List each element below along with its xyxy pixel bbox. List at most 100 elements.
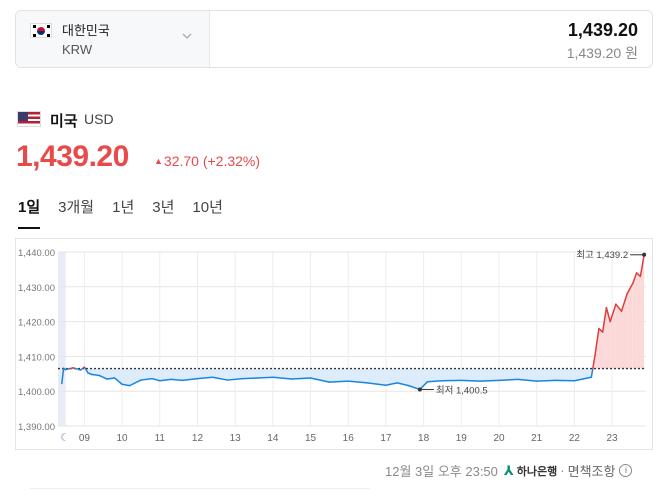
tab-1y[interactable]: 1년 [112, 199, 135, 216]
area-above-baseline [602, 307, 607, 369]
area-below-baseline [348, 368, 368, 383]
x-tick-label: 11 [155, 433, 166, 444]
area-below-baseline [122, 368, 130, 386]
line-segment-up [615, 303, 623, 312]
line-segment-down [257, 376, 274, 379]
area-below-baseline [152, 368, 160, 381]
tab-3m[interactable]: 3개월 [58, 199, 95, 216]
line-segment-up [626, 282, 634, 295]
tab-10y[interactable]: 10년 [192, 199, 223, 216]
x-tick-label: 23 [607, 433, 619, 444]
x-tick-label: 17 [380, 433, 392, 444]
hana-bank-logo-icon: ⅄ [503, 462, 514, 478]
line-segment-down [121, 383, 131, 387]
area-above-baseline [621, 293, 628, 369]
line-segment-down [590, 367, 594, 379]
area-below-baseline [197, 368, 213, 379]
converted-amount[interactable]: 1,439.20 [567, 20, 638, 40]
chart-frame [15, 238, 653, 450]
line-segment-up [620, 293, 628, 312]
rate-change-value: 32.70 (+2.32%) [163, 153, 261, 169]
currency-name: 미국 [50, 113, 78, 130]
area-above-baseline [598, 328, 603, 369]
line-segment-down [170, 378, 184, 382]
line-segment-down [573, 376, 593, 382]
area-below-baseline [171, 368, 183, 381]
area-below-baseline [329, 368, 349, 383]
area-below-baseline [536, 368, 556, 382]
area-above-baseline [640, 265, 643, 369]
max-label: 최고 1,439.2 [576, 250, 628, 261]
line-segment-down [426, 380, 444, 383]
line-segment-up [592, 353, 596, 370]
x-tick-label: 16 [343, 433, 355, 444]
currency-code: KRW [62, 42, 93, 57]
area-above-baseline [642, 254, 645, 369]
x-tick-label: 09 [79, 433, 91, 444]
line-segment-down [385, 382, 398, 387]
area-below-baseline [182, 368, 198, 381]
x-tick-label: 12 [192, 433, 204, 444]
update-time: 12월 3일 오후 23:50 [385, 464, 498, 479]
area-below-baseline [442, 368, 462, 381]
line-segment-down [181, 377, 199, 382]
area-above-baseline [627, 283, 633, 369]
us-flag-icon [17, 111, 41, 127]
line-segment-down [290, 377, 312, 380]
line-segment-down [74, 367, 82, 371]
disclaimer-link[interactable]: 면책조항 [567, 464, 616, 479]
moon-icon: ☾ [60, 431, 70, 444]
period-tabs: 1일 3개월 1년 3년 10년 [18, 196, 241, 229]
y-tick-label: 1,440.00 [18, 248, 55, 259]
area-below-baseline [461, 368, 481, 382]
area-below-baseline [242, 368, 258, 379]
exchange-rate: 1,439.20 [16, 140, 129, 173]
line-segment-down [64, 367, 71, 371]
x-tick-label: 14 [267, 433, 279, 444]
x-tick-label: 13 [230, 433, 242, 444]
up-arrow-icon: ▲ [154, 156, 163, 166]
separator-dot: · [560, 463, 565, 478]
area-below-baseline [419, 368, 428, 390]
line-segment-up [594, 327, 600, 356]
tab-1d[interactable]: 1일 [18, 196, 41, 229]
currency-select[interactable]: 대한민국 KRW [16, 11, 210, 67]
line-segment-down [366, 382, 387, 387]
area-below-baseline [480, 368, 499, 382]
line-segment-down [151, 377, 161, 382]
area-below-baseline [427, 368, 443, 382]
line-segment-up [632, 272, 638, 285]
info-icon[interactable]: i [619, 464, 633, 477]
y-tick-label: 1,430.00 [18, 283, 55, 294]
area-below-baseline [91, 368, 100, 376]
line-segment-up [639, 265, 643, 278]
line-segment-down [517, 378, 538, 382]
line-segment-down [91, 373, 101, 377]
line-segment-down [140, 377, 153, 381]
chevron-down-icon [182, 33, 192, 39]
footer: 12월 3일 오후 23:50 ⅄ 하나은행 · 면책조항 i [385, 461, 633, 480]
currency-country: 대한민국 [62, 23, 110, 38]
line-segment-up [605, 306, 611, 323]
korea-flag-icon [30, 23, 52, 38]
line-segment-down [347, 380, 368, 384]
area-below-baseline [397, 368, 409, 386]
x-tick-label: 10 [117, 433, 129, 444]
area-below-baseline [367, 368, 386, 386]
line-segment-down [460, 379, 481, 382]
tab-3y[interactable]: 3년 [152, 199, 175, 216]
line-segment-down [498, 378, 519, 382]
area-below-baseline [408, 368, 420, 390]
night-band [58, 252, 66, 426]
area-above-baseline [610, 304, 616, 369]
line-segment-down [106, 377, 116, 380]
y-tick-label: 1,400.00 [18, 387, 55, 398]
rate-change: ▲32.70 (+2.32%) [154, 153, 260, 169]
line-segment-down [61, 367, 65, 385]
area-above-baseline [606, 307, 611, 369]
line-segment-down [159, 378, 172, 382]
area-below-baseline [107, 368, 115, 380]
x-tick-label: 20 [493, 433, 505, 444]
y-tick-label: 1,420.00 [18, 318, 55, 329]
